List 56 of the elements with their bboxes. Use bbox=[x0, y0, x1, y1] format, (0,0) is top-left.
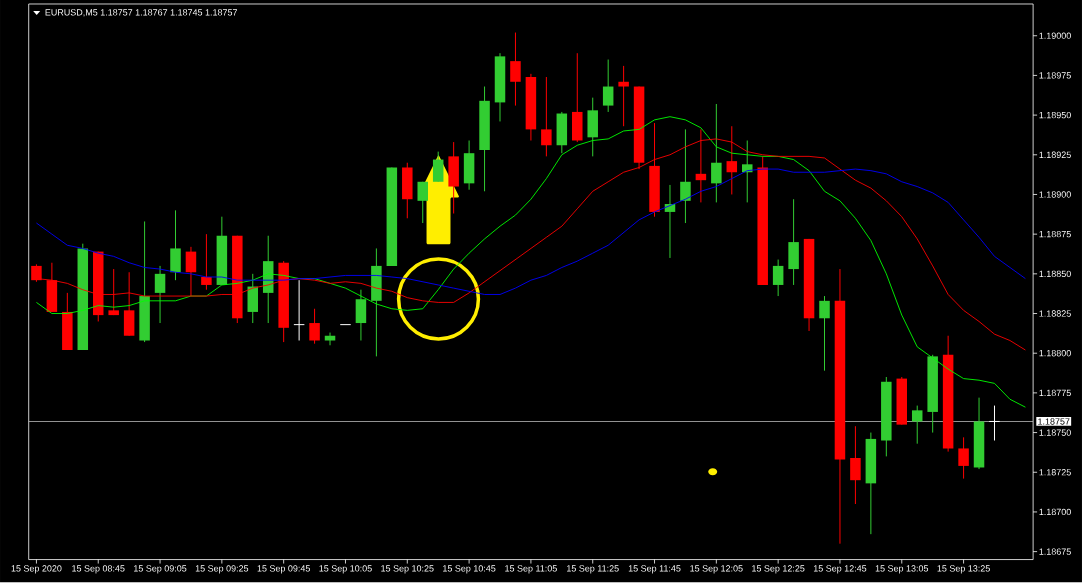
x-tick-label: 15 Sep 12:05 bbox=[690, 565, 743, 574]
x-tick-label: 15 Sep 11:45 bbox=[628, 565, 681, 574]
y-tick-label: 1.19000 bbox=[1039, 32, 1071, 40]
x-tick-label: 15 Sep 2020 bbox=[11, 565, 62, 574]
candlestick bbox=[510, 32, 521, 107]
x-tick-label: 15 Sep 12:45 bbox=[813, 565, 867, 574]
candlestick bbox=[154, 265, 166, 324]
y-tick-label: 1.18825 bbox=[1039, 310, 1071, 317]
candlestick bbox=[309, 308, 320, 345]
candlestick bbox=[958, 437, 969, 480]
candlestick bbox=[185, 246, 197, 297]
y-tick-label: 1.18875 bbox=[1039, 231, 1071, 238]
y-tick-label: 1.18675 bbox=[1039, 548, 1071, 556]
candlestick bbox=[772, 259, 784, 297]
x-tick-label: 15 Sep 13:05 bbox=[875, 565, 929, 574]
candlestick bbox=[850, 425, 861, 505]
candlestick bbox=[911, 405, 923, 445]
candlestick bbox=[108, 268, 119, 316]
candlestick bbox=[618, 65, 629, 127]
x-tick-label: 15 Sep 11:25 bbox=[567, 565, 619, 574]
x-tick-label: 15 Sep 09:25 bbox=[195, 565, 249, 574]
chart-title: EURUSD,M5 1.18757 1.18767 1.18745 1.18757 bbox=[45, 9, 238, 17]
candlestick bbox=[711, 103, 722, 204]
y-tick-label: 1.18850 bbox=[1039, 270, 1071, 278]
y-tick-label: 1.18950 bbox=[1039, 112, 1071, 119]
candlestick bbox=[602, 59, 614, 113]
x-tick-label: 15 Sep 08:45 bbox=[72, 565, 125, 574]
y-tick-label: 1.18975 bbox=[1039, 72, 1071, 79]
x-tick-label: 15 Sep 12:25 bbox=[752, 565, 805, 574]
candlestick bbox=[201, 233, 212, 291]
candlestick bbox=[432, 151, 444, 183]
x-tick-label: 15 Sep 10:25 bbox=[381, 565, 434, 574]
x-tick-label: 15 Sep 10:05 bbox=[319, 565, 372, 574]
x-tick-label: 15 Sep 09:05 bbox=[134, 565, 187, 574]
y-tick-label: 1.18700 bbox=[1039, 509, 1071, 516]
candlestick bbox=[819, 295, 830, 372]
candlestick bbox=[541, 76, 552, 158]
y-tick-label: 1.18750 bbox=[1039, 429, 1071, 437]
y-tick-label: 1.18925 bbox=[1039, 151, 1071, 159]
candlestick bbox=[170, 210, 181, 281]
candlestick bbox=[988, 405, 1001, 442]
candlestick bbox=[355, 289, 367, 342]
candlestick bbox=[680, 129, 691, 224]
candlestick bbox=[417, 181, 428, 224]
x-tick-label: 15 Sep 13:25 bbox=[937, 565, 990, 574]
candlestick bbox=[293, 279, 305, 342]
y-tick-label: 1.18800 bbox=[1039, 350, 1071, 357]
x-tick-label: 15 Sep 11:05 bbox=[505, 565, 557, 574]
x-tick-label: 15 Sep 10:45 bbox=[443, 565, 496, 574]
y-tick-label: 1.18900 bbox=[1039, 191, 1071, 198]
candlestick bbox=[324, 332, 336, 347]
y-tick-label: 1.18775 bbox=[1039, 389, 1071, 397]
ref-line-label: 1.18757 bbox=[1038, 418, 1070, 425]
y-tick-label: 1.18725 bbox=[1039, 469, 1071, 476]
candlestick bbox=[741, 140, 753, 204]
x-tick-label: 15 Sep 09:45 bbox=[257, 565, 310, 574]
